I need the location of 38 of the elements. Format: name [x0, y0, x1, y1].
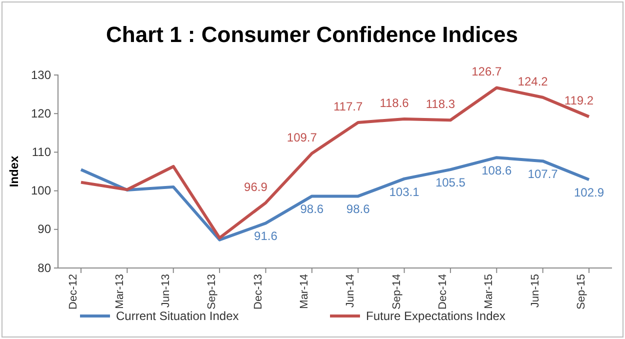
data-label: 107.7: [528, 167, 558, 182]
data-label: 126.7: [472, 64, 502, 79]
data-label: 124.2: [518, 74, 548, 88]
y-axis-title: Index: [7, 156, 21, 188]
y-tick-label: 120: [30, 106, 52, 120]
data-label: 117.7: [334, 99, 363, 114]
data-label: 102.9: [574, 186, 604, 200]
x-tick-label: Dec-13: [252, 274, 264, 310]
chart-title: Chart 1 : Consumer Confidence Indices: [106, 22, 518, 47]
data-label: 103.1: [389, 184, 420, 199]
y-tick-label: 80: [38, 260, 52, 275]
x-tick-label: Sep-15: [576, 274, 588, 310]
y-tick-label: 130: [30, 68, 52, 82]
data-label: 105.5: [435, 176, 466, 190]
x-tick-label: Dec-14: [437, 274, 450, 310]
x-tick-label: Jun-14: [344, 274, 357, 308]
data-label: 96.9: [244, 180, 268, 194]
x-tick-label: Jun-15: [529, 274, 542, 308]
data-label: 118.3: [426, 97, 456, 112]
data-label: 119.2: [564, 94, 594, 108]
x-tick-label: Mar-14: [298, 274, 311, 309]
x-tick-label: Mar-15: [483, 274, 496, 309]
data-label: 98.6: [300, 202, 324, 216]
data-label: 98.6: [346, 202, 370, 216]
y-tick-label: 90: [38, 222, 52, 236]
data-label: 118.6: [380, 96, 410, 110]
data-label: 109.7: [286, 130, 318, 144]
y-tick-label: 110: [32, 145, 52, 160]
data-label: 108.6: [482, 164, 512, 178]
y-tick-label: 100: [30, 184, 52, 198]
x-tick-label: Jun-13: [160, 274, 172, 308]
data-label: 91.6: [254, 229, 278, 244]
x-tick-label: Sep-13: [206, 274, 218, 310]
legend-label: Current Situation Index: [116, 309, 239, 323]
x-tick-label: Sep-14: [390, 274, 403, 310]
legend-label: Future Expectations Index: [366, 309, 506, 323]
x-tick-label: Mar-13: [114, 274, 126, 309]
x-tick-label: Dec-12: [68, 274, 80, 310]
